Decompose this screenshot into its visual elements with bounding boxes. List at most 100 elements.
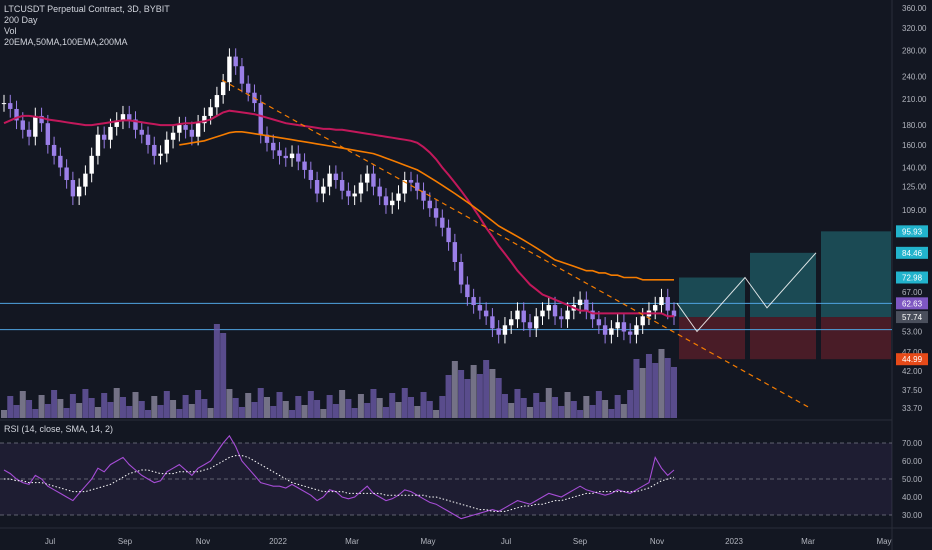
rsi-tick: 30.00 xyxy=(902,511,923,520)
candle-body xyxy=(183,125,188,130)
candle-body xyxy=(433,208,439,218)
candle-body xyxy=(145,134,151,145)
volume-bar xyxy=(238,407,245,418)
candle-body xyxy=(133,119,138,130)
volume-bar xyxy=(470,365,477,418)
candle-body xyxy=(20,120,25,130)
candle-body xyxy=(239,66,245,84)
volume-bar xyxy=(658,349,665,418)
volume-bar xyxy=(570,401,577,418)
candle-body xyxy=(327,173,332,187)
volume-bar xyxy=(495,378,502,418)
descending-trendline xyxy=(221,79,811,409)
volume-bar xyxy=(76,403,83,418)
candle-body xyxy=(271,142,276,151)
candle-body xyxy=(534,316,539,329)
candle-body xyxy=(33,115,38,137)
indicator-200-day[interactable]: 200 Day xyxy=(4,15,38,25)
indicator-mas[interactable]: 20EMA,50MA,100EMA,200MA xyxy=(4,37,128,47)
volume-bar xyxy=(564,392,571,418)
volume-bar xyxy=(107,402,114,418)
candle-body xyxy=(101,134,107,140)
price-badge xyxy=(896,297,928,310)
symbol-title[interactable]: LTCUSDT Perpetual Contract, 3D, BYBIT xyxy=(4,4,170,14)
volume-bar xyxy=(539,402,546,418)
candle-body xyxy=(139,129,144,135)
candle-body xyxy=(358,182,364,194)
ma-crimson-line xyxy=(3,109,674,318)
candle-body xyxy=(246,83,251,93)
volume-bar xyxy=(520,398,527,418)
zone-0 xyxy=(679,277,745,318)
rsi-legend[interactable]: RSI (14, close, SMA, 14, 2) xyxy=(4,424,114,434)
candle-body xyxy=(346,190,351,197)
candle-body xyxy=(552,305,558,317)
price-badge xyxy=(896,246,928,259)
volume-bar xyxy=(645,354,652,418)
price-tick: 360.00 xyxy=(902,4,927,13)
candle-body xyxy=(26,129,32,137)
volume-bars xyxy=(1,324,677,418)
candle-body xyxy=(152,144,157,156)
volume-bar xyxy=(201,399,208,418)
volume-bar xyxy=(276,392,283,418)
candle-body xyxy=(308,169,314,181)
candle-body xyxy=(446,227,451,243)
volume-bar xyxy=(132,392,139,418)
time-tick: Jul xyxy=(45,537,55,546)
candle-body xyxy=(277,150,282,156)
candle-body xyxy=(508,319,514,326)
candle-body xyxy=(483,310,489,317)
volume-bar xyxy=(289,410,296,418)
volume-bar xyxy=(113,388,120,418)
candle-body xyxy=(214,95,220,108)
candles xyxy=(1,48,677,344)
candle-body xyxy=(408,180,414,183)
candle-body xyxy=(83,173,88,187)
volume-bar xyxy=(44,404,51,418)
indicator-vol[interactable]: Vol xyxy=(4,26,17,36)
candle-body xyxy=(465,284,470,298)
candle-body xyxy=(158,153,163,156)
volume-bar xyxy=(182,395,189,418)
volume-bar xyxy=(207,408,214,418)
price-tick: 53.00 xyxy=(902,328,923,337)
candle-body xyxy=(527,322,533,329)
time-tick: 2023 xyxy=(725,537,743,546)
candle-body xyxy=(565,310,570,320)
chart-legend: LTCUSDT Perpetual Contract, 3D, BYBIT 20… xyxy=(4,4,170,48)
price-axis[interactable]: 360.00 320.00 280.00 240.00 210.00 180.00 160.… xyxy=(896,4,928,520)
volume-bar xyxy=(69,394,76,418)
time-axis[interactable]: Jul Sep Nov 2022 Mar May Jul Sep Nov 2023 Mar May xyxy=(45,537,892,546)
price-badge xyxy=(896,225,928,238)
candle-body xyxy=(584,299,589,311)
time-tick: May xyxy=(876,537,891,546)
candle-body xyxy=(371,173,376,187)
volume-bar xyxy=(195,390,202,418)
candle-body xyxy=(546,305,551,311)
volume-bar xyxy=(138,401,145,418)
price-tick: 95.93 xyxy=(902,227,923,236)
zone-3 xyxy=(679,317,745,360)
volume-bar xyxy=(245,393,252,418)
price-tick: 125.00 xyxy=(902,183,927,192)
volume-bar xyxy=(558,406,565,418)
volume-bar xyxy=(82,389,89,418)
volume-bar xyxy=(26,400,33,418)
candle-body xyxy=(602,325,608,335)
candle-body xyxy=(302,161,307,170)
price-tick: 240.00 xyxy=(902,72,927,81)
candle-body xyxy=(515,310,520,320)
volume-bar xyxy=(414,406,421,418)
candle-body xyxy=(58,155,63,168)
projection-path xyxy=(676,252,817,333)
time-tick: 2022 xyxy=(269,537,287,546)
candle-body xyxy=(377,186,382,197)
candle-body xyxy=(490,316,495,329)
volume-bar xyxy=(314,400,321,418)
volume-bar xyxy=(220,333,227,418)
price-tick: 320.00 xyxy=(902,24,927,33)
volume-bar xyxy=(119,397,126,418)
candle-body xyxy=(314,180,320,194)
